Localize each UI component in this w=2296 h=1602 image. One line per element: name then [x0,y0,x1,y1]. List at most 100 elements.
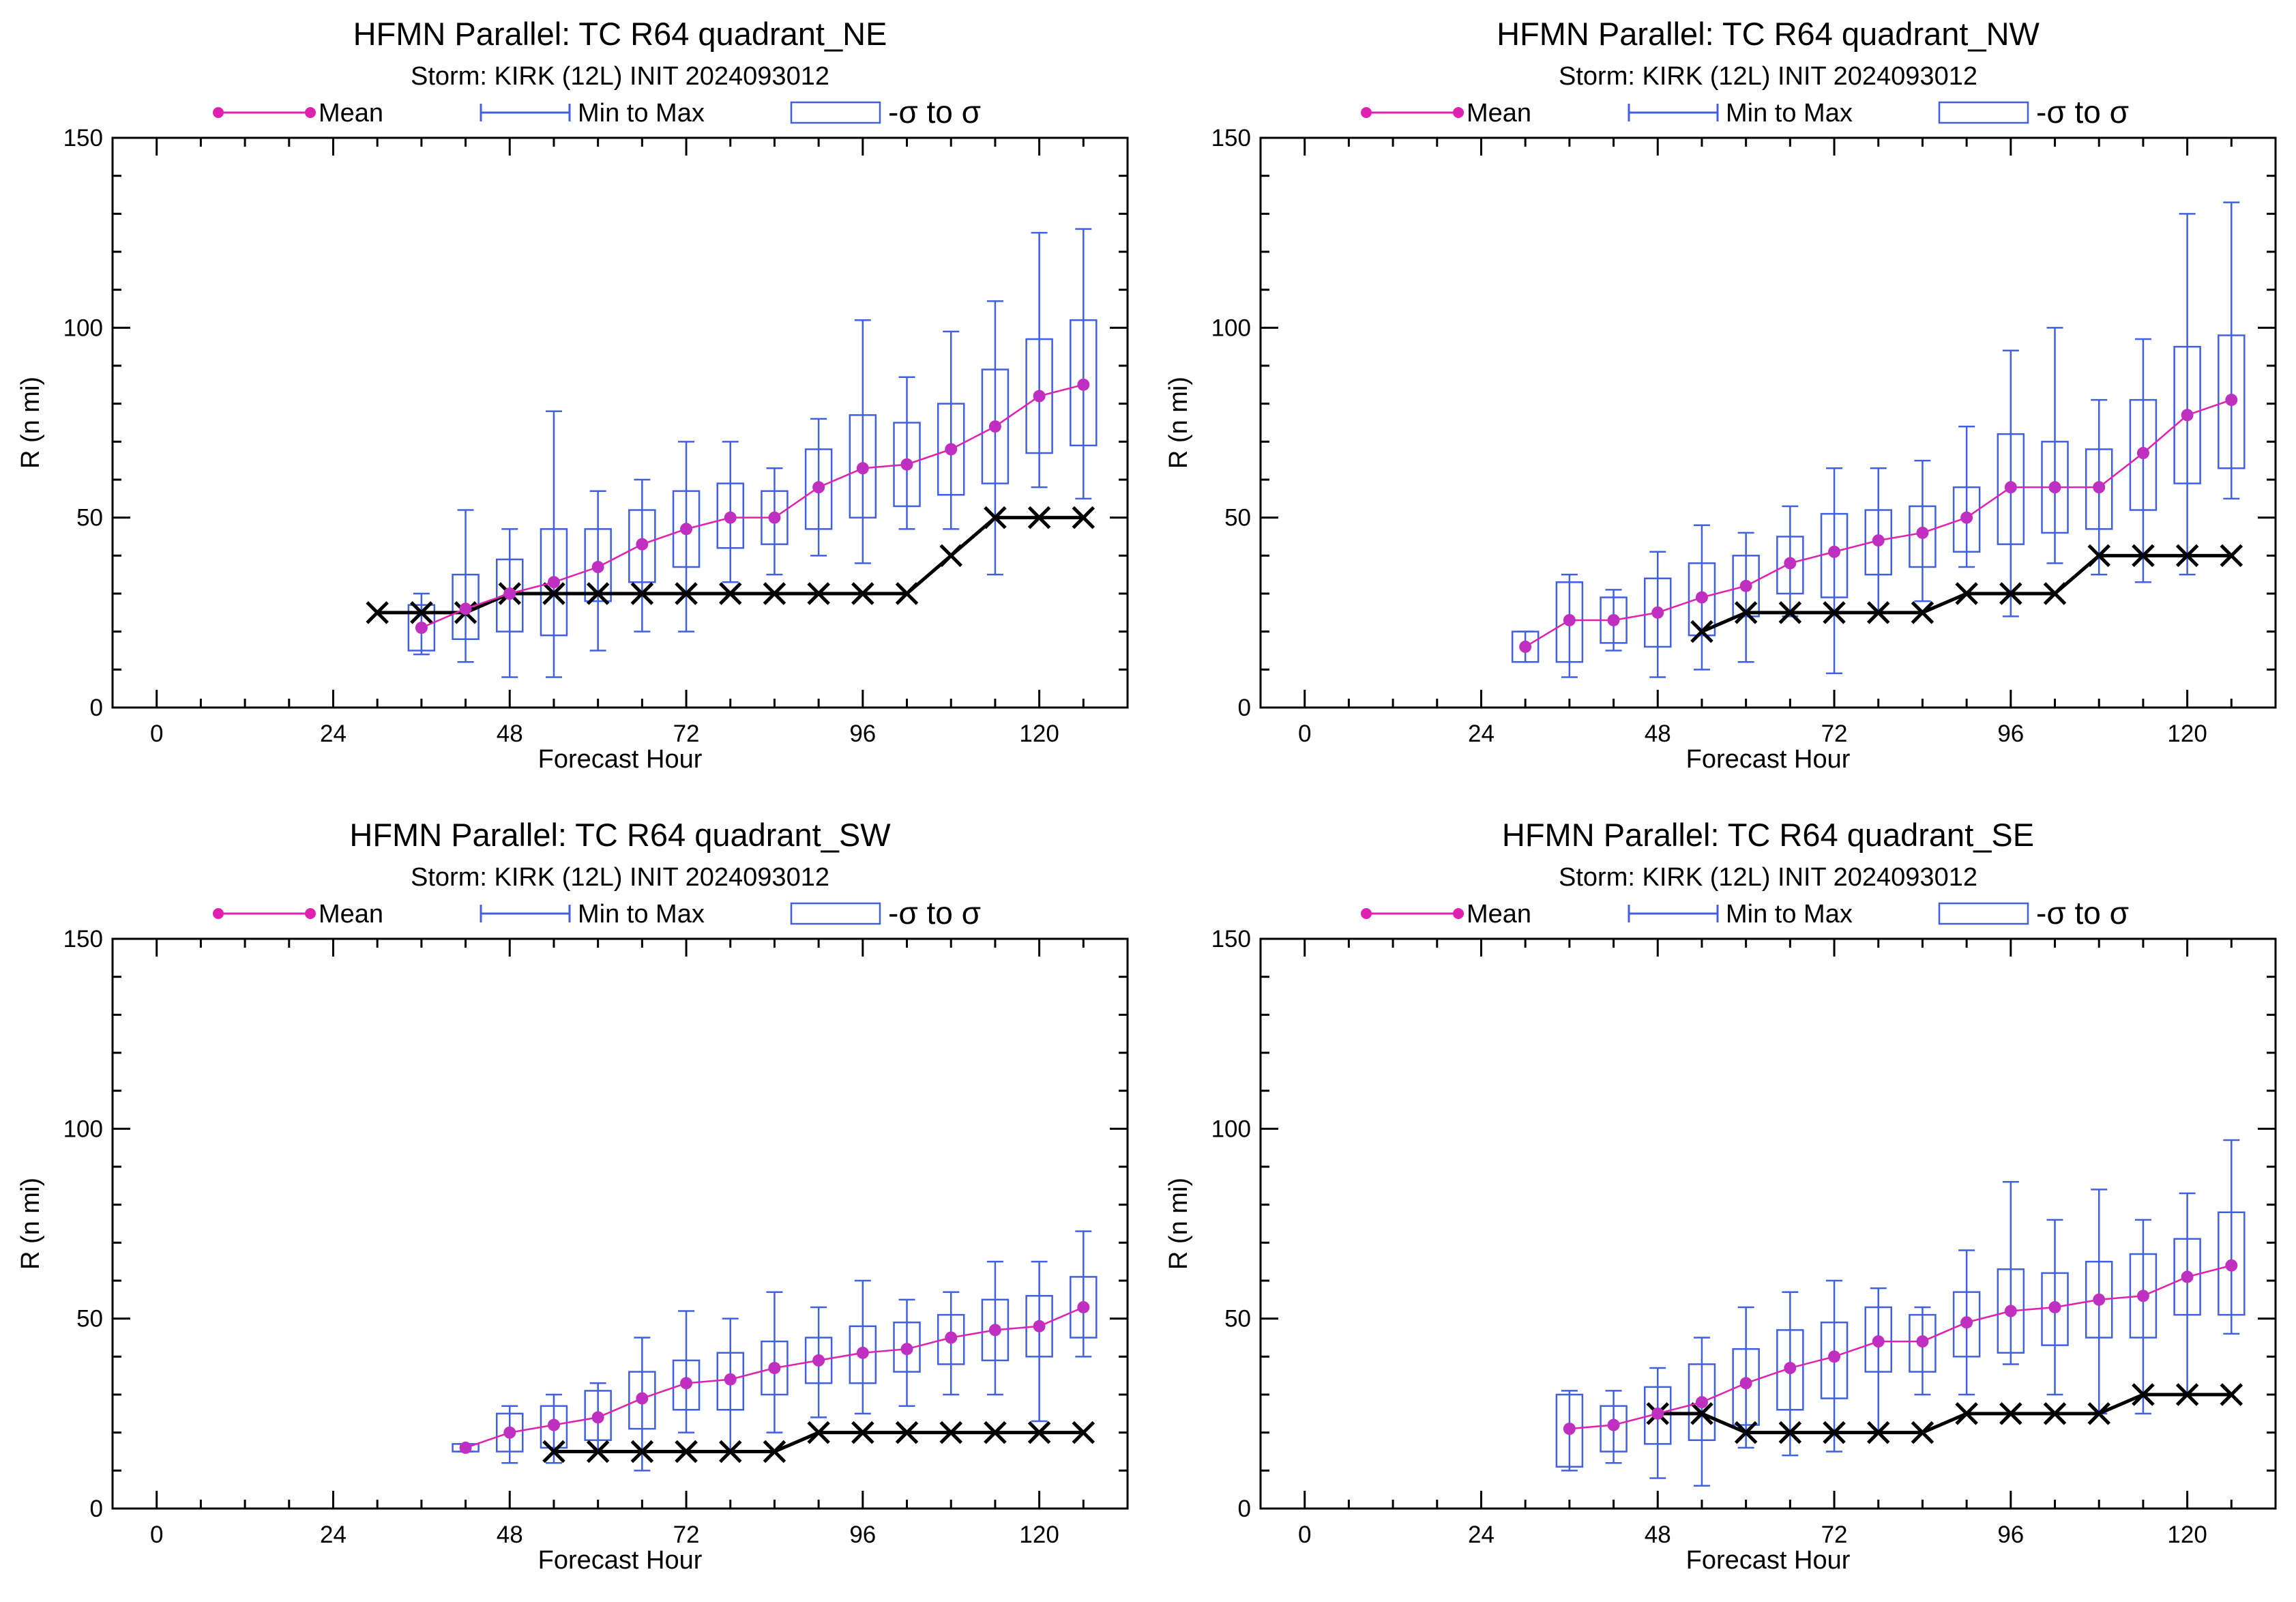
sigma-box [1644,1386,1672,1445]
sigma-box [1688,1363,1716,1442]
chart-title: HFMN Parallel: TC R64 quadrant_SE [1502,817,2034,853]
mean-point [856,1346,869,1359]
sigma-box [761,1340,789,1396]
mean-point [2181,409,2194,422]
sigma-box [584,1390,612,1442]
mean-point [945,443,958,456]
plot-frame [1259,937,2277,1510]
legend-mean-marker [1453,908,1464,919]
y-tick-label: 0 [1238,695,1251,721]
mean-point [2093,1293,2106,1306]
mean-point [636,1392,649,1405]
legend-sigma-box [790,902,881,925]
mean-point [1607,1418,1620,1431]
sigma-box [1997,433,2025,545]
sigma-box [1688,562,1716,637]
y-tick-label: 150 [63,125,103,151]
y-tick-label: 50 [76,1306,103,1332]
sigma-box [1025,1295,1053,1358]
sigma-box [407,604,436,652]
best-track-marker [2087,544,2110,568]
y-tick-label: 0 [90,695,103,721]
sigma-box [584,528,612,602]
best-track-marker [1823,1421,1846,1444]
mean-line [421,383,1084,629]
x-tick-label: 0 [1298,1521,1311,1548]
chart-title: HFMN Parallel: TC R64 quadrant_NW [1497,16,2040,52]
legend-range-label: Min to Max [1726,900,1853,929]
mean-point [680,1377,693,1390]
best-track-marker [630,1440,654,1463]
chart-subtitle: Storm: KIRK (12L) INIT 2024093012 [411,62,829,91]
best-track-marker [2220,1383,2243,1406]
sigma-box [672,490,701,568]
x-axis-label: Forecast Hour [1686,745,1851,774]
sigma-box [1776,1329,1804,1411]
y-tick-label: 50 [76,505,103,531]
mean-point [900,458,913,471]
y-tick-label: 100 [1211,315,1251,341]
mean-point [591,561,604,574]
sigma-box [1997,1268,2025,1354]
mean-point [1651,1407,1664,1420]
mean-point [459,602,472,615]
mean-point [459,1441,472,1454]
best-track-marker [1690,620,1713,643]
mean-point [2004,1305,2017,1317]
mean-point [503,587,516,600]
sigma-box [1555,1393,1584,1468]
best-track-marker [1734,1421,1758,1444]
mean-point [503,1426,516,1439]
y-tick-label: 150 [1211,926,1251,952]
mean-point [1784,1362,1797,1375]
x-tick-label: 96 [1997,1521,2024,1548]
chart-title: HFMN Parallel: TC R64 quadrant_SW [349,817,891,853]
sigma-box [1070,319,1098,447]
x-axis-label: Forecast Hour [538,1546,703,1575]
mean-point [591,1411,604,1424]
chart-subtitle: Storm: KIRK (12L) INIT 2024093012 [1559,863,1977,892]
legend-mean-marker [1361,107,1372,118]
y-axis-label: R (n mi) [1164,377,1193,469]
panel-quadrant-sw: HFMN Parallel: TC R64 quadrant_SW Storm:… [16,817,1129,1575]
sigma-box [628,509,656,583]
best-track-marker [2220,544,2243,568]
mean-point [2136,447,2149,460]
best-track-marker [895,1421,919,1444]
x-tick-label: 48 [1645,1521,1671,1548]
best-track-marker [763,1440,786,1463]
x-tick-label: 72 [673,720,700,747]
mean-point [1960,511,1973,524]
sigma-box [2173,1238,2201,1316]
best-track-marker [1072,1421,1095,1444]
sigma-box [2085,1260,2113,1339]
legend-mean-marker [213,908,224,919]
mean-point [636,538,649,551]
y-tick-label: 50 [1224,505,1251,531]
sigma-box [1025,338,1053,454]
sigma-box [2129,1253,2158,1339]
sigma-box [937,1313,965,1365]
mean-point [1739,1377,1752,1390]
best-track-marker [2175,544,2199,568]
mean-point [1563,1423,1576,1436]
plot-frame [111,937,1129,1510]
sigma-box [1909,1313,1937,1373]
mean-point [1828,1350,1841,1363]
mean-point [812,481,825,494]
mean-point [988,420,1001,433]
best-track-marker [1778,601,1802,624]
best-track-marker [718,582,742,605]
best-track-marker [718,1440,742,1463]
mean-point [2181,1270,2194,1283]
mean-point [680,523,693,536]
best-track-marker [675,1440,698,1463]
sigma-box [804,448,833,530]
mean-point [1739,579,1752,592]
sigma-box [1070,1276,1098,1339]
x-tick-label: 24 [1468,720,1495,747]
legend-mean-marker [1361,908,1372,919]
legend-range-label: Min to Max [578,900,705,929]
legend: Mean Min to Max -σ to σ [1361,94,2129,130]
